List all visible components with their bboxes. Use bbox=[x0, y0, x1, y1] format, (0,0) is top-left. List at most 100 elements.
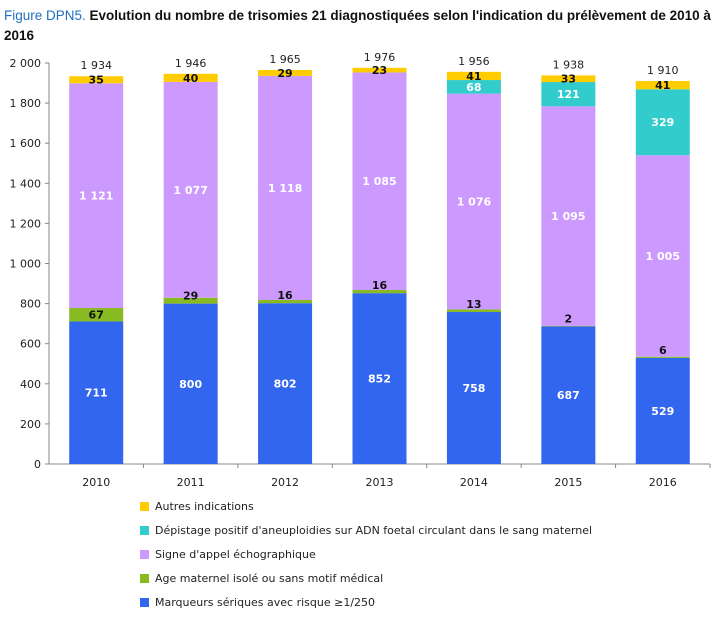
total-label: 1 965 bbox=[269, 53, 301, 66]
data-label: 16 bbox=[372, 279, 388, 292]
bar-segment bbox=[352, 72, 407, 290]
legend-label: Signe d'appel échographique bbox=[155, 548, 316, 561]
bar-segment bbox=[446, 309, 501, 313]
data-label: 41 bbox=[466, 70, 481, 83]
data-label: 758 bbox=[462, 382, 485, 395]
data-label: 121 bbox=[557, 88, 580, 101]
data-label: 1 005 bbox=[646, 250, 680, 263]
y-tick-label: 400 bbox=[20, 378, 41, 391]
bar-segment bbox=[635, 356, 690, 358]
bar-segment bbox=[446, 312, 501, 464]
bar-segment bbox=[258, 75, 313, 300]
bar-segment bbox=[69, 76, 124, 84]
bar-segment bbox=[163, 297, 218, 304]
data-label: 13 bbox=[466, 298, 481, 311]
legend-swatch bbox=[140, 502, 149, 511]
total-label: 1 938 bbox=[553, 58, 585, 71]
data-label: 1 121 bbox=[79, 190, 113, 203]
x-tick-label: 2015 bbox=[554, 476, 582, 489]
y-tick-label: 1 200 bbox=[10, 217, 42, 230]
legend-swatch bbox=[140, 574, 149, 583]
legend-item: Dépistage positif d'aneuploidies sur ADN… bbox=[140, 524, 592, 537]
data-label: 1 076 bbox=[457, 196, 492, 209]
data-label: 16 bbox=[277, 289, 293, 302]
legend-item: Age maternel isolé ou sans motif médical bbox=[140, 572, 383, 585]
data-label: 529 bbox=[651, 405, 674, 418]
bar-segment bbox=[635, 81, 690, 90]
legend-item: Signe d'appel échographique bbox=[140, 548, 316, 561]
data-label: 35 bbox=[89, 74, 104, 87]
bar-segment bbox=[446, 80, 501, 94]
y-tick-label: 1 400 bbox=[10, 177, 42, 190]
bar-segment bbox=[258, 299, 313, 304]
x-tick-label: 2012 bbox=[271, 476, 299, 489]
data-label: 23 bbox=[372, 64, 387, 77]
total-label: 1 956 bbox=[458, 55, 490, 68]
data-label: 1 077 bbox=[173, 184, 207, 197]
chart-title-text: Evolution du nombre de trisomies 21 diag… bbox=[4, 8, 711, 43]
bar-segment bbox=[635, 89, 690, 156]
data-label: 852 bbox=[368, 373, 391, 386]
legend-swatch bbox=[140, 526, 149, 535]
data-label: 33 bbox=[561, 73, 576, 86]
y-tick-label: 1 600 bbox=[10, 137, 42, 150]
legend-label: Dépistage positif d'aneuploidies sur ADN… bbox=[155, 524, 593, 537]
data-label: 40 bbox=[183, 72, 199, 85]
legend-swatch bbox=[140, 598, 149, 607]
data-label: 1 085 bbox=[362, 175, 396, 188]
bar-segment bbox=[163, 73, 218, 82]
y-tick-label: 0 bbox=[34, 458, 41, 471]
total-label: 1 910 bbox=[647, 64, 679, 77]
legend-label: Autres indications bbox=[155, 500, 254, 513]
bar-segment bbox=[541, 75, 596, 83]
bar-segment bbox=[69, 83, 124, 309]
x-tick-label: 2013 bbox=[366, 476, 394, 489]
x-tick-label: 2010 bbox=[82, 476, 110, 489]
data-label: 68 bbox=[466, 81, 481, 94]
bar-segment bbox=[541, 82, 596, 107]
legend-label: Marqueurs sériques avec risque ≥1/250 bbox=[155, 596, 376, 609]
data-label: 711 bbox=[85, 387, 108, 400]
x-tick-label: 2014 bbox=[460, 476, 488, 489]
bar-segment bbox=[69, 321, 124, 464]
data-label: 802 bbox=[274, 378, 297, 391]
total-label: 1 976 bbox=[364, 51, 396, 64]
bar-segment bbox=[446, 71, 501, 81]
y-tick-label: 200 bbox=[20, 418, 41, 431]
bar-segment bbox=[541, 325, 596, 327]
bar-segment bbox=[352, 67, 407, 73]
bar-segment bbox=[541, 106, 596, 326]
y-tick-label: 600 bbox=[20, 338, 41, 351]
bar-segment bbox=[163, 81, 218, 298]
bar-segment bbox=[352, 293, 407, 464]
data-label: 67 bbox=[89, 309, 104, 322]
bar-segment bbox=[635, 155, 690, 357]
legend-item: Marqueurs sériques avec risque ≥1/250 bbox=[140, 596, 375, 609]
chart-title: Figure DPN5. Evolution du nombre de tris… bbox=[4, 6, 716, 46]
data-label: 687 bbox=[557, 389, 580, 402]
bar-segment bbox=[69, 308, 124, 322]
bar-segment bbox=[258, 70, 313, 76]
legend-item: Autres indications bbox=[140, 500, 254, 513]
axes: 0 200 400 600 800 1 000 1 200 1 400 1 600 1 800 2 … bbox=[10, 57, 711, 489]
bar-segment bbox=[541, 326, 596, 464]
data-label: 6 bbox=[659, 344, 667, 357]
data-labels: 711 67 1 121 35 1 934 800 29 1 077 40 1 946 802 16 1… bbox=[79, 51, 680, 418]
data-label: 1 095 bbox=[551, 210, 585, 223]
bar-segment bbox=[635, 357, 690, 464]
y-tick-label: 2 000 bbox=[10, 57, 42, 70]
legend-swatch bbox=[140, 550, 149, 559]
data-label: 29 bbox=[183, 290, 198, 303]
data-label: 29 bbox=[277, 67, 292, 80]
total-label: 1 946 bbox=[175, 57, 207, 70]
data-label: 41 bbox=[655, 79, 670, 92]
data-label: 1 118 bbox=[268, 182, 302, 195]
legend-label: Age maternel isolé ou sans motif médical bbox=[155, 572, 384, 585]
bar-segment bbox=[163, 303, 218, 464]
bar-segment bbox=[352, 289, 407, 294]
y-tick-label: 1 000 bbox=[10, 258, 42, 271]
total-label: 1 934 bbox=[80, 59, 112, 72]
y-tick-label: 800 bbox=[20, 298, 41, 311]
bars bbox=[69, 67, 690, 464]
